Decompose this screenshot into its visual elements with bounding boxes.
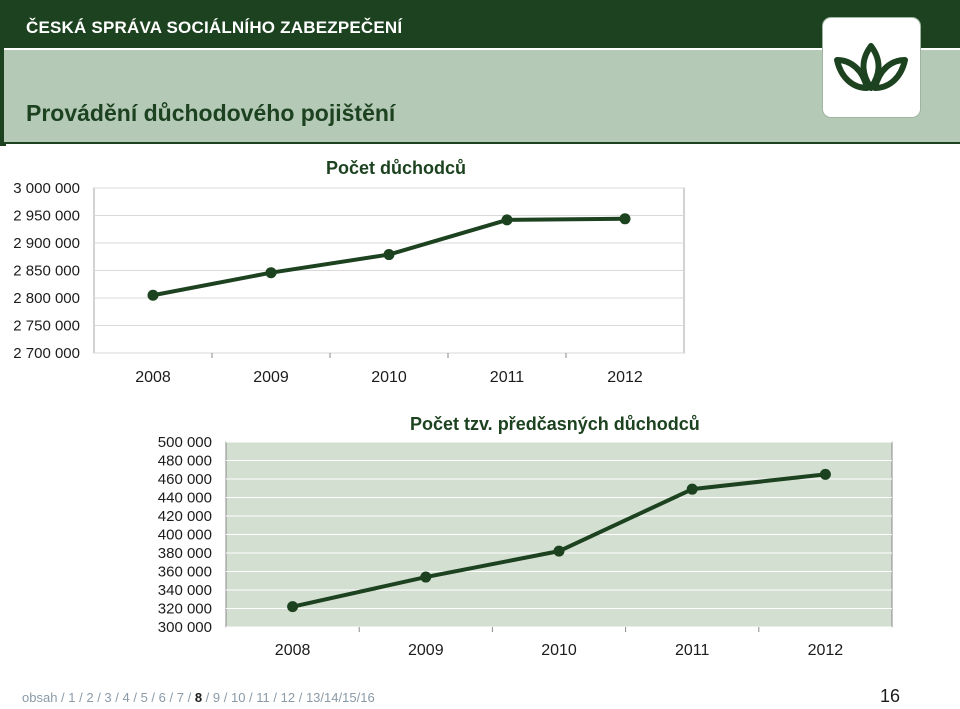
x-tick-label: 2009 <box>253 369 289 386</box>
x-axis-tick-labels: 2008 2009 2010 2011 2012 <box>275 642 843 659</box>
y-tick-label: 460 000 <box>158 471 212 488</box>
data-point <box>287 601 299 613</box>
data-point <box>686 483 698 495</box>
page-title: Provádění důchodového pojištění <box>26 100 396 126</box>
nav-link[interactable]: 14 <box>324 690 339 705</box>
x-tick-label: 2011 <box>490 369 525 386</box>
lotus-leaf-logo-icon <box>834 43 908 91</box>
nav-link[interactable]: 16 <box>360 690 375 705</box>
x-tick-label: 2011 <box>675 642 710 659</box>
nav-separator: / <box>183 690 195 705</box>
chart-title: Počet důchodců <box>326 158 466 178</box>
x-tick-label: 2010 <box>541 642 577 659</box>
header-bar <box>0 0 960 50</box>
logo <box>823 18 920 117</box>
y-tick-label: 2 900 000 <box>13 235 80 252</box>
nav-link[interactable]: 3 <box>104 690 112 705</box>
series-points <box>287 468 831 613</box>
data-point <box>265 267 277 279</box>
x-tick-label: 2012 <box>808 642 844 659</box>
nav-separator: / <box>75 690 87 705</box>
data-point <box>819 468 831 480</box>
y-tick-label: 420 000 <box>158 508 212 525</box>
nav-link[interactable]: 11 <box>256 690 270 705</box>
series-points <box>147 213 631 301</box>
nav-separator: / <box>93 690 105 705</box>
data-point <box>420 571 432 583</box>
nav-link[interactable]: 13 <box>305 690 321 705</box>
nav-link[interactable]: obsah <box>22 690 58 705</box>
nav-separator: / <box>111 690 123 705</box>
x-axis-tick-labels: 2008 2009 2010 2011 2012 <box>135 369 643 386</box>
nav-link[interactable]: 9 <box>212 690 221 705</box>
data-point <box>619 213 631 225</box>
page-number: 16 <box>880 686 901 706</box>
chart-pensioners: 2 700 000 2 750 000 2 800 000 2 850 000 2 90… <box>13 158 685 386</box>
nav-link[interactable]: 4 <box>122 690 130 705</box>
y-tick-label: 2 750 000 <box>13 318 80 335</box>
nav-separator: / <box>356 690 361 705</box>
y-axis-tick-labels: 2 700 000 2 750 000 2 800 000 2 850 000 2 90… <box>13 180 80 362</box>
title-band-shadow <box>0 50 6 146</box>
y-tick-label: 480 000 <box>158 453 212 470</box>
nav-link[interactable]: 5 <box>140 690 148 705</box>
y-tick-label: 2 800 000 <box>13 290 80 307</box>
nav-link[interactable]: 12 <box>280 690 296 705</box>
data-point <box>501 214 513 226</box>
nav-separator: / <box>320 690 325 705</box>
footer-navigation: obsah / 1 / 2 / 3 / 4 / 5 / 6 / 7 / 8 / … <box>22 690 375 705</box>
chart-title: Počet tzv. předčasných důchodců <box>410 414 700 434</box>
y-tick-label: 380 000 <box>158 545 212 562</box>
nav-separator: / <box>202 690 213 705</box>
x-tick-label: 2008 <box>135 369 171 386</box>
x-tick-label: 2012 <box>607 369 643 386</box>
y-tick-label: 3 000 000 <box>13 180 80 197</box>
nav-link[interactable]: 10 <box>230 690 246 705</box>
nav-separator: / <box>165 690 177 705</box>
y-tick-label: 500 000 <box>158 434 212 451</box>
nav-separator: / <box>295 690 306 705</box>
y-tick-label: 2 850 000 <box>13 263 80 280</box>
x-tick-label: 2010 <box>371 369 407 386</box>
data-point <box>147 289 159 301</box>
y-tick-label: 340 000 <box>158 582 212 599</box>
nav-link-current[interactable]: 8 <box>194 690 203 705</box>
gridlines <box>94 187 684 358</box>
y-tick-label: 2 950 000 <box>13 208 80 225</box>
y-tick-label: 300 000 <box>158 619 212 636</box>
org-name: ČESKÁ SPRÁVA SOCIÁLNÍHO ZABEZPEČENÍ <box>26 18 403 37</box>
y-tick-label: 320 000 <box>158 601 212 618</box>
nav-separator: / <box>147 690 159 705</box>
nav-separator: / <box>245 690 257 705</box>
y-tick-label: 440 000 <box>158 490 212 507</box>
x-tick-label: 2009 <box>408 642 444 659</box>
data-point <box>553 545 565 557</box>
nav-link[interactable]: 6 <box>158 690 166 705</box>
nav-separator: / <box>220 690 231 705</box>
nav-separator: / <box>57 690 69 705</box>
data-point <box>383 249 395 261</box>
y-tick-label: 2 700 000 <box>13 345 80 362</box>
title-band <box>4 48 960 144</box>
nav-link[interactable]: 15 <box>342 690 357 705</box>
nav-separator: / <box>269 690 281 705</box>
nav-separator: / <box>338 690 343 705</box>
nav-separator: / <box>129 690 141 705</box>
nav-link[interactable]: 7 <box>176 690 184 705</box>
x-tick-label: 2008 <box>275 642 311 659</box>
y-tick-label: 400 000 <box>158 527 212 544</box>
nav-link[interactable]: 1 <box>68 690 76 705</box>
nav-link[interactable]: 2 <box>86 690 94 705</box>
y-tick-label: 360 000 <box>158 564 212 581</box>
